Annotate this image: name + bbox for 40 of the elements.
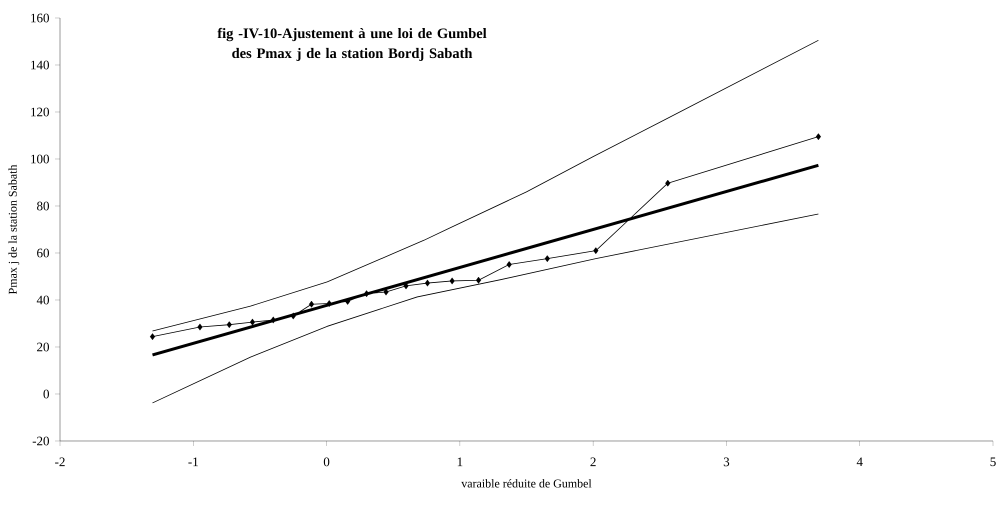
point <box>197 324 203 330</box>
y-axis-title: Pmax j de la station Sabath <box>8 164 20 294</box>
y-tick-label: 120 <box>31 108 49 116</box>
x-tick-label: 1 <box>458 458 462 466</box>
point <box>544 255 550 262</box>
point <box>816 133 821 140</box>
point <box>476 276 482 284</box>
point <box>383 288 389 296</box>
line-series <box>152 214 819 404</box>
x-tick-label: 0 <box>324 458 330 466</box>
y-tick-label: 40 <box>36 296 49 304</box>
point <box>226 321 232 328</box>
point <box>290 312 296 320</box>
y-tick-label: 100 <box>31 154 49 164</box>
point <box>450 278 455 284</box>
point <box>424 280 430 286</box>
x-tick-label: 3 <box>724 458 730 466</box>
point <box>364 290 370 298</box>
x-tick-label: -2 <box>55 458 65 466</box>
y-tick-label: 160 <box>31 14 49 22</box>
y-tick-label: -20 <box>32 436 49 446</box>
x-tick-label: 5 <box>990 458 996 466</box>
x-tick-label: -1 <box>188 458 198 466</box>
point <box>506 261 512 268</box>
y-tick-label: 80 <box>37 202 49 210</box>
point <box>250 318 256 326</box>
point <box>270 316 276 324</box>
point <box>665 180 670 187</box>
y-tick-label: 0 <box>44 390 49 398</box>
x-tick-label: 4 <box>856 458 863 466</box>
point <box>150 333 156 340</box>
text: fig -IV-10-Ajustement à une loi de Gumbel des Pmax j de la station Bordj Sabath <box>217 28 486 62</box>
point <box>308 300 314 308</box>
x-axis-title: varaible réduite de Gumbel <box>461 479 592 488</box>
y-tick-label: 140 <box>31 60 49 70</box>
x-tick-label: 2 <box>590 458 596 466</box>
y-tick-label: 60 <box>37 248 49 258</box>
point <box>593 247 598 254</box>
point <box>326 300 332 307</box>
y-tick-label: 20 <box>37 342 49 352</box>
